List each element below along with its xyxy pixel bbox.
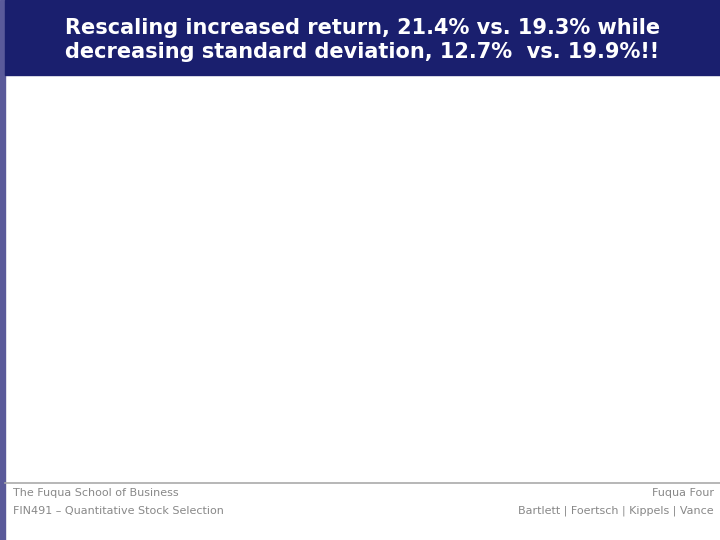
Text: Rescaling increased return, 21.4% vs. 19.3% while: Rescaling increased return, 21.4% vs. 19… <box>65 17 660 37</box>
Text: decreasing standard deviation, 12.7%  vs. 19.9%!!: decreasing standard deviation, 12.7% vs.… <box>66 42 660 62</box>
Text: Bartlett | Foertsch | Kippels | Vance: Bartlett | Foertsch | Kippels | Vance <box>518 506 714 516</box>
Bar <box>5 0 720 75</box>
Text: The Fuqua School of Business: The Fuqua School of Business <box>13 488 179 498</box>
Text: FIN491 – Quantitative Stock Selection: FIN491 – Quantitative Stock Selection <box>13 506 224 516</box>
Text: Fuqua Four: Fuqua Four <box>652 488 714 498</box>
Bar <box>0 0 5 540</box>
